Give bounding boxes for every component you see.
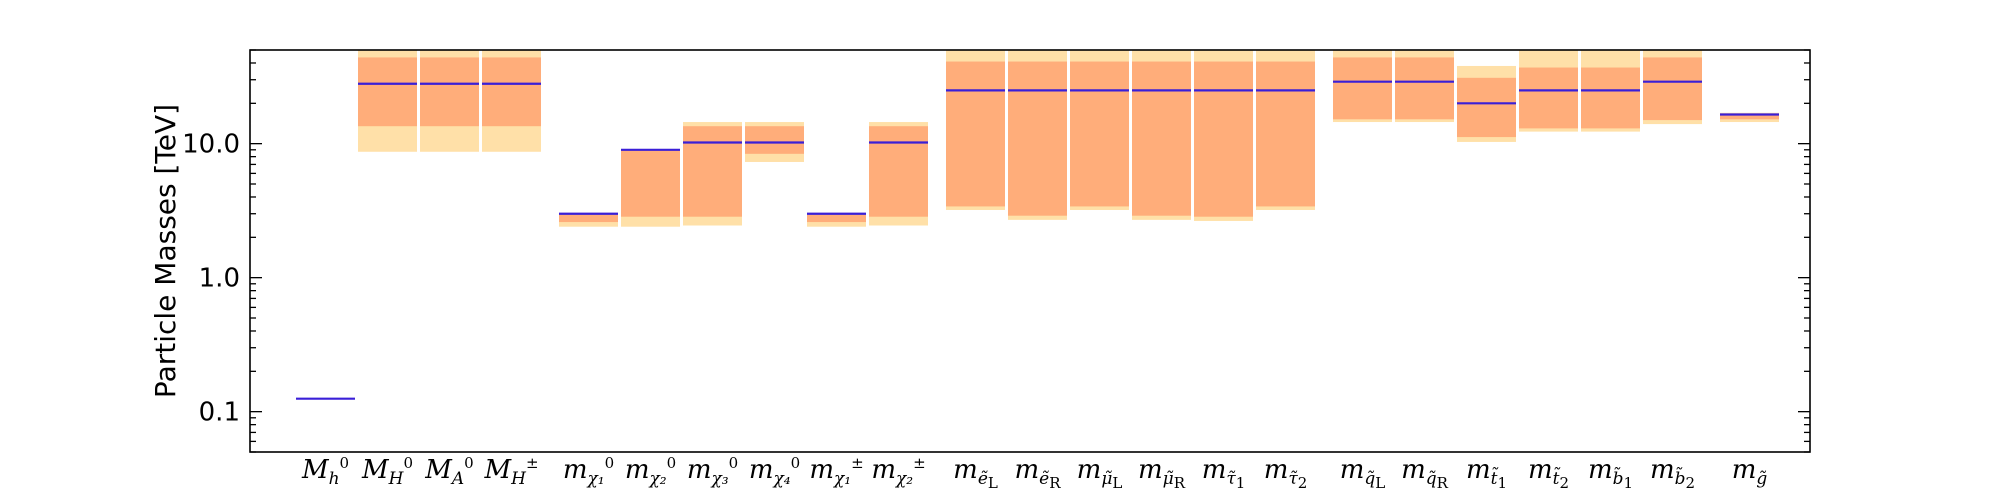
category-label-17: mq̃R [1401, 455, 1449, 492]
inner-band-17 [1395, 57, 1454, 120]
inner-band-13 [1132, 61, 1191, 216]
category-label-6: mχ₃0 [687, 454, 738, 489]
category-label-12: mμ̃L [1077, 455, 1123, 492]
x-labels-layer: Mh0 MH0 MA0 MH± mχ₁0 mχ₂0 mχ₃0 mχ₄0 mχ₁± mχ₂± mẽL m… [301, 454, 1767, 492]
category-label-0: Mh0 [301, 454, 349, 489]
y-tick-label-2: 10.0 [182, 130, 240, 160]
inner-band-2 [420, 57, 479, 127]
category-label-15: mτ̃2 [1264, 455, 1308, 492]
category-label-14: mτ̃1 [1202, 455, 1246, 492]
category-label-16: mq̃L [1340, 455, 1386, 492]
inner-band-22 [1720, 114, 1779, 120]
category-label-21: mb̃2 [1650, 455, 1695, 492]
category-label-11: mẽR [1014, 455, 1061, 492]
category-label-19: mt̃2 [1528, 455, 1569, 492]
y-ticks-layer: 0.1 1.0 10.0 [182, 49, 1810, 453]
inner-band-16 [1333, 57, 1392, 120]
central-lines-layer [296, 80, 1779, 400]
category-label-10: mẽL [953, 455, 998, 492]
inner-band-7 [745, 126, 804, 154]
category-label-20: mb̃1 [1588, 455, 1633, 492]
category-label-8: mχ₁± [809, 454, 863, 489]
inner-band-12 [1070, 61, 1129, 207]
inner-band-9 [869, 126, 928, 217]
inner-band-6 [683, 126, 742, 217]
y-axis-label: Particle Masses [TeV] [149, 104, 182, 398]
plot-frame [249, 49, 1811, 453]
category-label-4: mχ₁0 [563, 454, 614, 489]
inner-band-19 [1519, 67, 1578, 129]
inner-band-3 [482, 57, 541, 127]
inner-band-4 [559, 214, 618, 223]
category-label-7: mχ₄0 [749, 454, 800, 489]
category-label-18: mt̃1 [1466, 455, 1507, 492]
y-tick-label-0: 0.1 [199, 398, 240, 428]
inner-band-21 [1643, 57, 1702, 121]
inner-band-5 [621, 149, 680, 217]
inner-band-10 [946, 61, 1005, 207]
category-label-3: MH± [483, 454, 538, 489]
category-label-2: MA0 [424, 454, 473, 489]
y-tick-label-1: 1.0 [199, 264, 240, 294]
inner-band-14 [1194, 61, 1253, 217]
inner-band-8 [807, 214, 866, 223]
category-label-22: mg̃ [1732, 455, 1768, 489]
category-label-13: mμ̃R [1138, 455, 1186, 492]
inner-band-15 [1256, 61, 1315, 207]
inner-band-20 [1581, 67, 1640, 129]
inner-band-11 [1008, 61, 1067, 216]
inner-band-18 [1457, 77, 1516, 138]
inner-band-1 [358, 57, 417, 127]
bands-layer [358, 50, 1779, 227]
category-label-5: mχ₂0 [625, 454, 676, 489]
category-label-1: MH0 [361, 454, 413, 489]
category-label-9: mχ₂± [871, 454, 925, 489]
